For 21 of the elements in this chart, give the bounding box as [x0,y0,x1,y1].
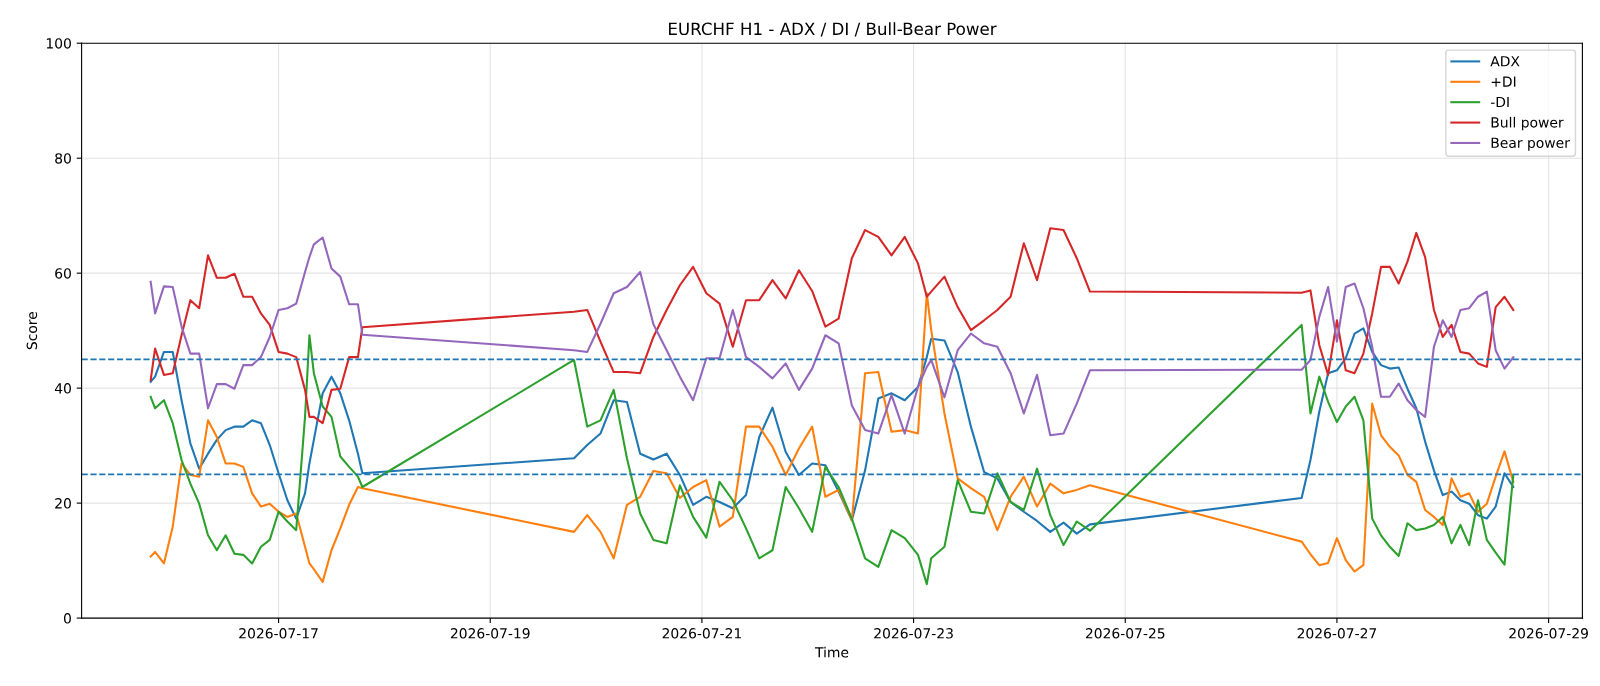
legend-label: +DI [1491,76,1516,87]
legend-label: ADX [1490,56,1520,67]
x-tick-label: 2026-07-27 [1297,628,1377,639]
y-tick-label: 0 [63,613,71,624]
x-tick-label: 2026-07-25 [1085,628,1165,639]
x-tick-label: 2026-07-19 [450,628,530,639]
x-tick-label: 2026-07-21 [662,628,741,639]
x-tick-label: 2026-07-29 [1509,628,1588,639]
y-tick-label: 20 [55,498,71,509]
chart-title: EURCHF H1 - ADX / DI / Bull-Bear Power [669,22,997,37]
legend-label: -DI [1490,96,1509,108]
y-tick-label: 60 [55,268,71,279]
x-tick-label: 2026-07-23 [874,628,953,639]
y-axis-title: Score [26,311,38,350]
y-tick-label: 40 [54,383,71,394]
x-axis-title: Time [814,646,849,658]
y-tick-label: 100 [46,38,71,49]
legend-label: Bear power [1491,137,1570,151]
legend-label: Bull power [1491,116,1564,131]
x-tick-label: 2026-07-17 [239,628,318,639]
y-tick-label: 80 [55,153,71,164]
